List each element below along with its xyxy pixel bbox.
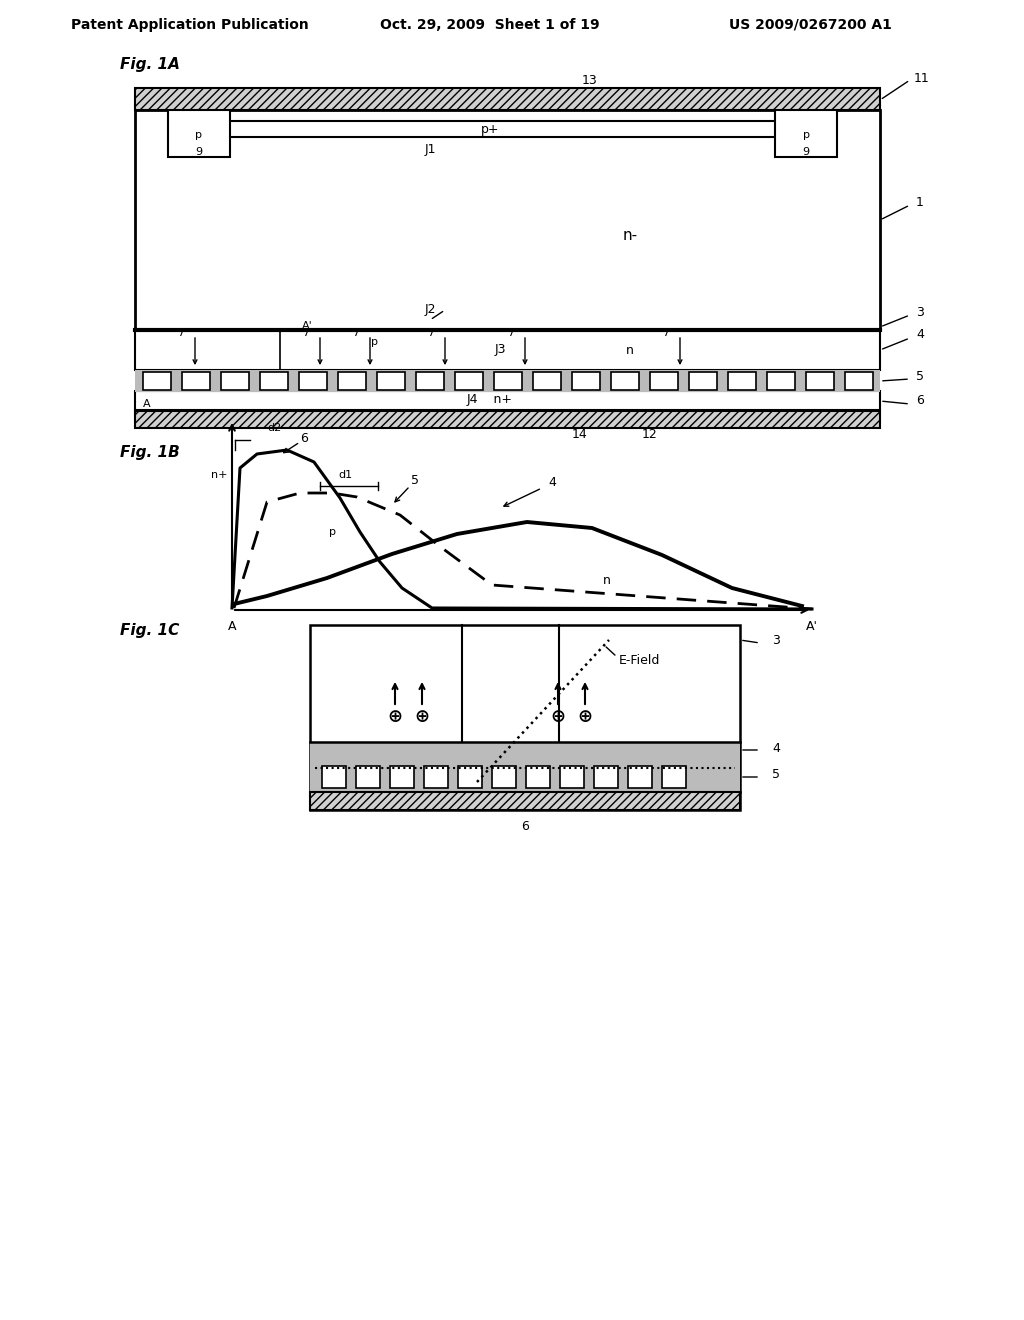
Text: 3: 3 xyxy=(916,305,924,318)
Bar xyxy=(767,372,795,389)
Bar xyxy=(135,391,880,411)
Text: A': A' xyxy=(806,619,818,632)
Text: 7: 7 xyxy=(663,327,670,338)
Text: ⊕: ⊕ xyxy=(551,708,565,726)
Text: 4: 4 xyxy=(772,742,780,755)
Text: A: A xyxy=(227,619,237,632)
Text: p: p xyxy=(803,129,810,140)
Text: J4    n+: J4 n+ xyxy=(467,393,513,407)
Text: 7: 7 xyxy=(177,327,184,338)
Text: Patent Application Publication: Patent Application Publication xyxy=(71,18,309,32)
Bar xyxy=(458,766,482,788)
Bar xyxy=(135,411,880,428)
Text: J3: J3 xyxy=(495,343,506,356)
Text: 6: 6 xyxy=(521,820,529,833)
Bar xyxy=(182,372,210,389)
Bar xyxy=(135,110,880,330)
Text: 12: 12 xyxy=(642,429,657,441)
Bar xyxy=(560,766,584,788)
Text: p: p xyxy=(372,337,379,347)
Text: Fig. 1B: Fig. 1B xyxy=(120,445,180,459)
Bar xyxy=(662,766,686,788)
Bar xyxy=(168,106,230,157)
Text: 7: 7 xyxy=(427,327,434,338)
Bar xyxy=(221,372,249,389)
Text: 13: 13 xyxy=(582,74,598,87)
Text: d2: d2 xyxy=(267,422,282,433)
Text: A: A xyxy=(143,399,151,409)
Bar xyxy=(310,624,740,810)
Text: A': A' xyxy=(302,321,312,331)
Bar xyxy=(845,372,873,389)
Text: n-: n- xyxy=(623,227,638,243)
Bar xyxy=(455,372,483,389)
Bar xyxy=(135,330,880,370)
Text: n: n xyxy=(603,573,611,586)
Bar xyxy=(611,372,639,389)
Bar xyxy=(492,766,516,788)
Bar xyxy=(424,766,449,788)
Text: J2: J2 xyxy=(424,304,436,317)
Text: 9: 9 xyxy=(803,147,810,157)
Text: 11: 11 xyxy=(914,71,930,84)
Bar xyxy=(356,766,380,788)
Text: 3: 3 xyxy=(772,635,780,648)
Bar xyxy=(322,766,346,788)
Bar xyxy=(689,372,717,389)
Text: d1: d1 xyxy=(338,470,352,480)
Text: 7: 7 xyxy=(508,327,515,338)
Text: 5: 5 xyxy=(411,474,419,487)
Bar xyxy=(526,766,550,788)
Bar xyxy=(594,766,618,788)
Bar xyxy=(650,372,678,389)
Text: p: p xyxy=(329,527,336,537)
Bar xyxy=(416,372,444,389)
Text: 6: 6 xyxy=(916,395,924,408)
Text: 1: 1 xyxy=(916,195,924,209)
Bar xyxy=(728,372,756,389)
Bar xyxy=(534,372,561,389)
Text: Fig. 1C: Fig. 1C xyxy=(120,623,179,638)
Text: US 2009/0267200 A1: US 2009/0267200 A1 xyxy=(728,18,892,32)
Bar xyxy=(215,121,785,137)
Text: n: n xyxy=(626,343,634,356)
Text: p: p xyxy=(196,129,203,140)
Text: Fig. 1A: Fig. 1A xyxy=(120,58,180,73)
Bar xyxy=(338,372,366,389)
Bar xyxy=(299,372,327,389)
Bar xyxy=(390,766,414,788)
Bar xyxy=(310,792,740,810)
Bar xyxy=(260,372,288,389)
Text: Oct. 29, 2009  Sheet 1 of 19: Oct. 29, 2009 Sheet 1 of 19 xyxy=(380,18,600,32)
Bar xyxy=(135,370,880,392)
Bar xyxy=(806,372,834,389)
Text: 6: 6 xyxy=(300,432,308,445)
Bar xyxy=(310,742,740,792)
Text: 14: 14 xyxy=(572,429,588,441)
Text: E-Field: E-Field xyxy=(618,653,660,667)
Text: 5: 5 xyxy=(772,768,780,781)
Bar xyxy=(143,372,171,389)
Text: ⊕: ⊕ xyxy=(578,708,593,726)
Text: 7: 7 xyxy=(352,327,359,338)
Text: 4: 4 xyxy=(548,475,556,488)
Text: 4: 4 xyxy=(916,329,924,342)
Text: J1: J1 xyxy=(424,144,436,157)
Text: p+: p+ xyxy=(480,123,500,136)
Text: n+: n+ xyxy=(211,470,227,480)
Text: 9: 9 xyxy=(196,147,203,157)
Bar xyxy=(572,372,600,389)
Bar xyxy=(377,372,406,389)
Bar xyxy=(494,372,522,389)
Text: 7: 7 xyxy=(302,327,309,338)
Bar xyxy=(775,106,837,157)
Bar xyxy=(135,88,880,110)
Text: ⊕: ⊕ xyxy=(387,708,402,726)
Bar xyxy=(628,766,652,788)
Text: ⊕: ⊕ xyxy=(415,708,429,726)
Text: 5: 5 xyxy=(916,370,924,383)
